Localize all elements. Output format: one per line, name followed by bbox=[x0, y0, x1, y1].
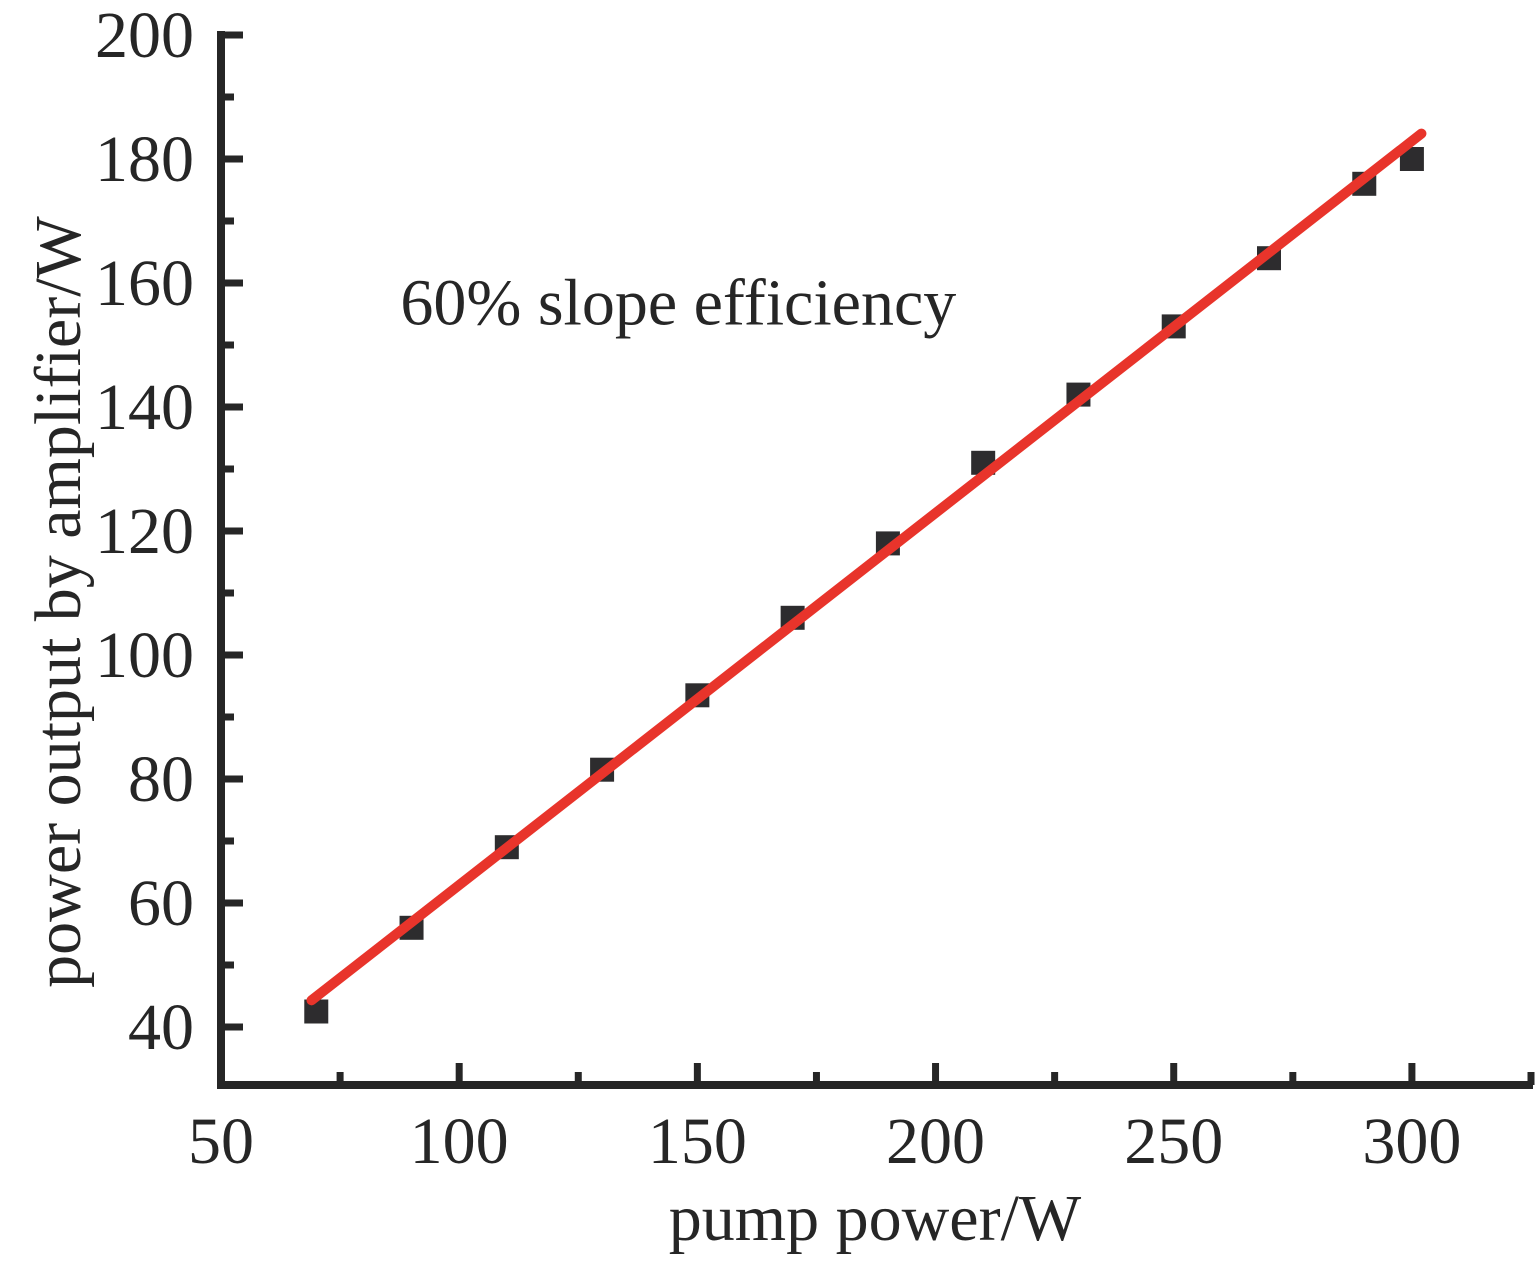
x-tick-label: 300 bbox=[1362, 1105, 1461, 1178]
y-tick-label: 180 bbox=[95, 123, 194, 196]
axis-frame bbox=[217, 31, 1533, 1089]
axis-lines bbox=[217, 31, 1533, 1089]
fit-line bbox=[306, 128, 1427, 1006]
y-tick-label: 80 bbox=[128, 743, 194, 816]
y-tick-label: 120 bbox=[95, 495, 194, 568]
x-tick-label: 100 bbox=[410, 1105, 509, 1178]
y-tick-label: 200 bbox=[95, 0, 194, 72]
tick-labels: 40 60 80 100 120 140 160 180 200 50 100 150 200 250 30… bbox=[95, 0, 1461, 1178]
x-tick-label: 50 bbox=[188, 1105, 254, 1178]
y-tick-label: 160 bbox=[95, 247, 194, 320]
x-tick-label: 200 bbox=[886, 1105, 985, 1178]
x-tick-label: 150 bbox=[648, 1105, 747, 1178]
y-tick-label: 40 bbox=[128, 991, 194, 1064]
y-tick-label: 60 bbox=[128, 867, 194, 940]
data-series bbox=[304, 128, 1427, 1024]
y-tick-label: 140 bbox=[95, 371, 194, 444]
y-axis-title: power output by amplifier/W bbox=[22, 215, 95, 987]
annotation-slope-efficiency: 60% slope efficiency bbox=[400, 267, 956, 340]
y-tick-label: 100 bbox=[95, 619, 194, 692]
x-axis-title: pump power/W bbox=[669, 1182, 1082, 1255]
x-tick-label: 250 bbox=[1124, 1105, 1223, 1178]
